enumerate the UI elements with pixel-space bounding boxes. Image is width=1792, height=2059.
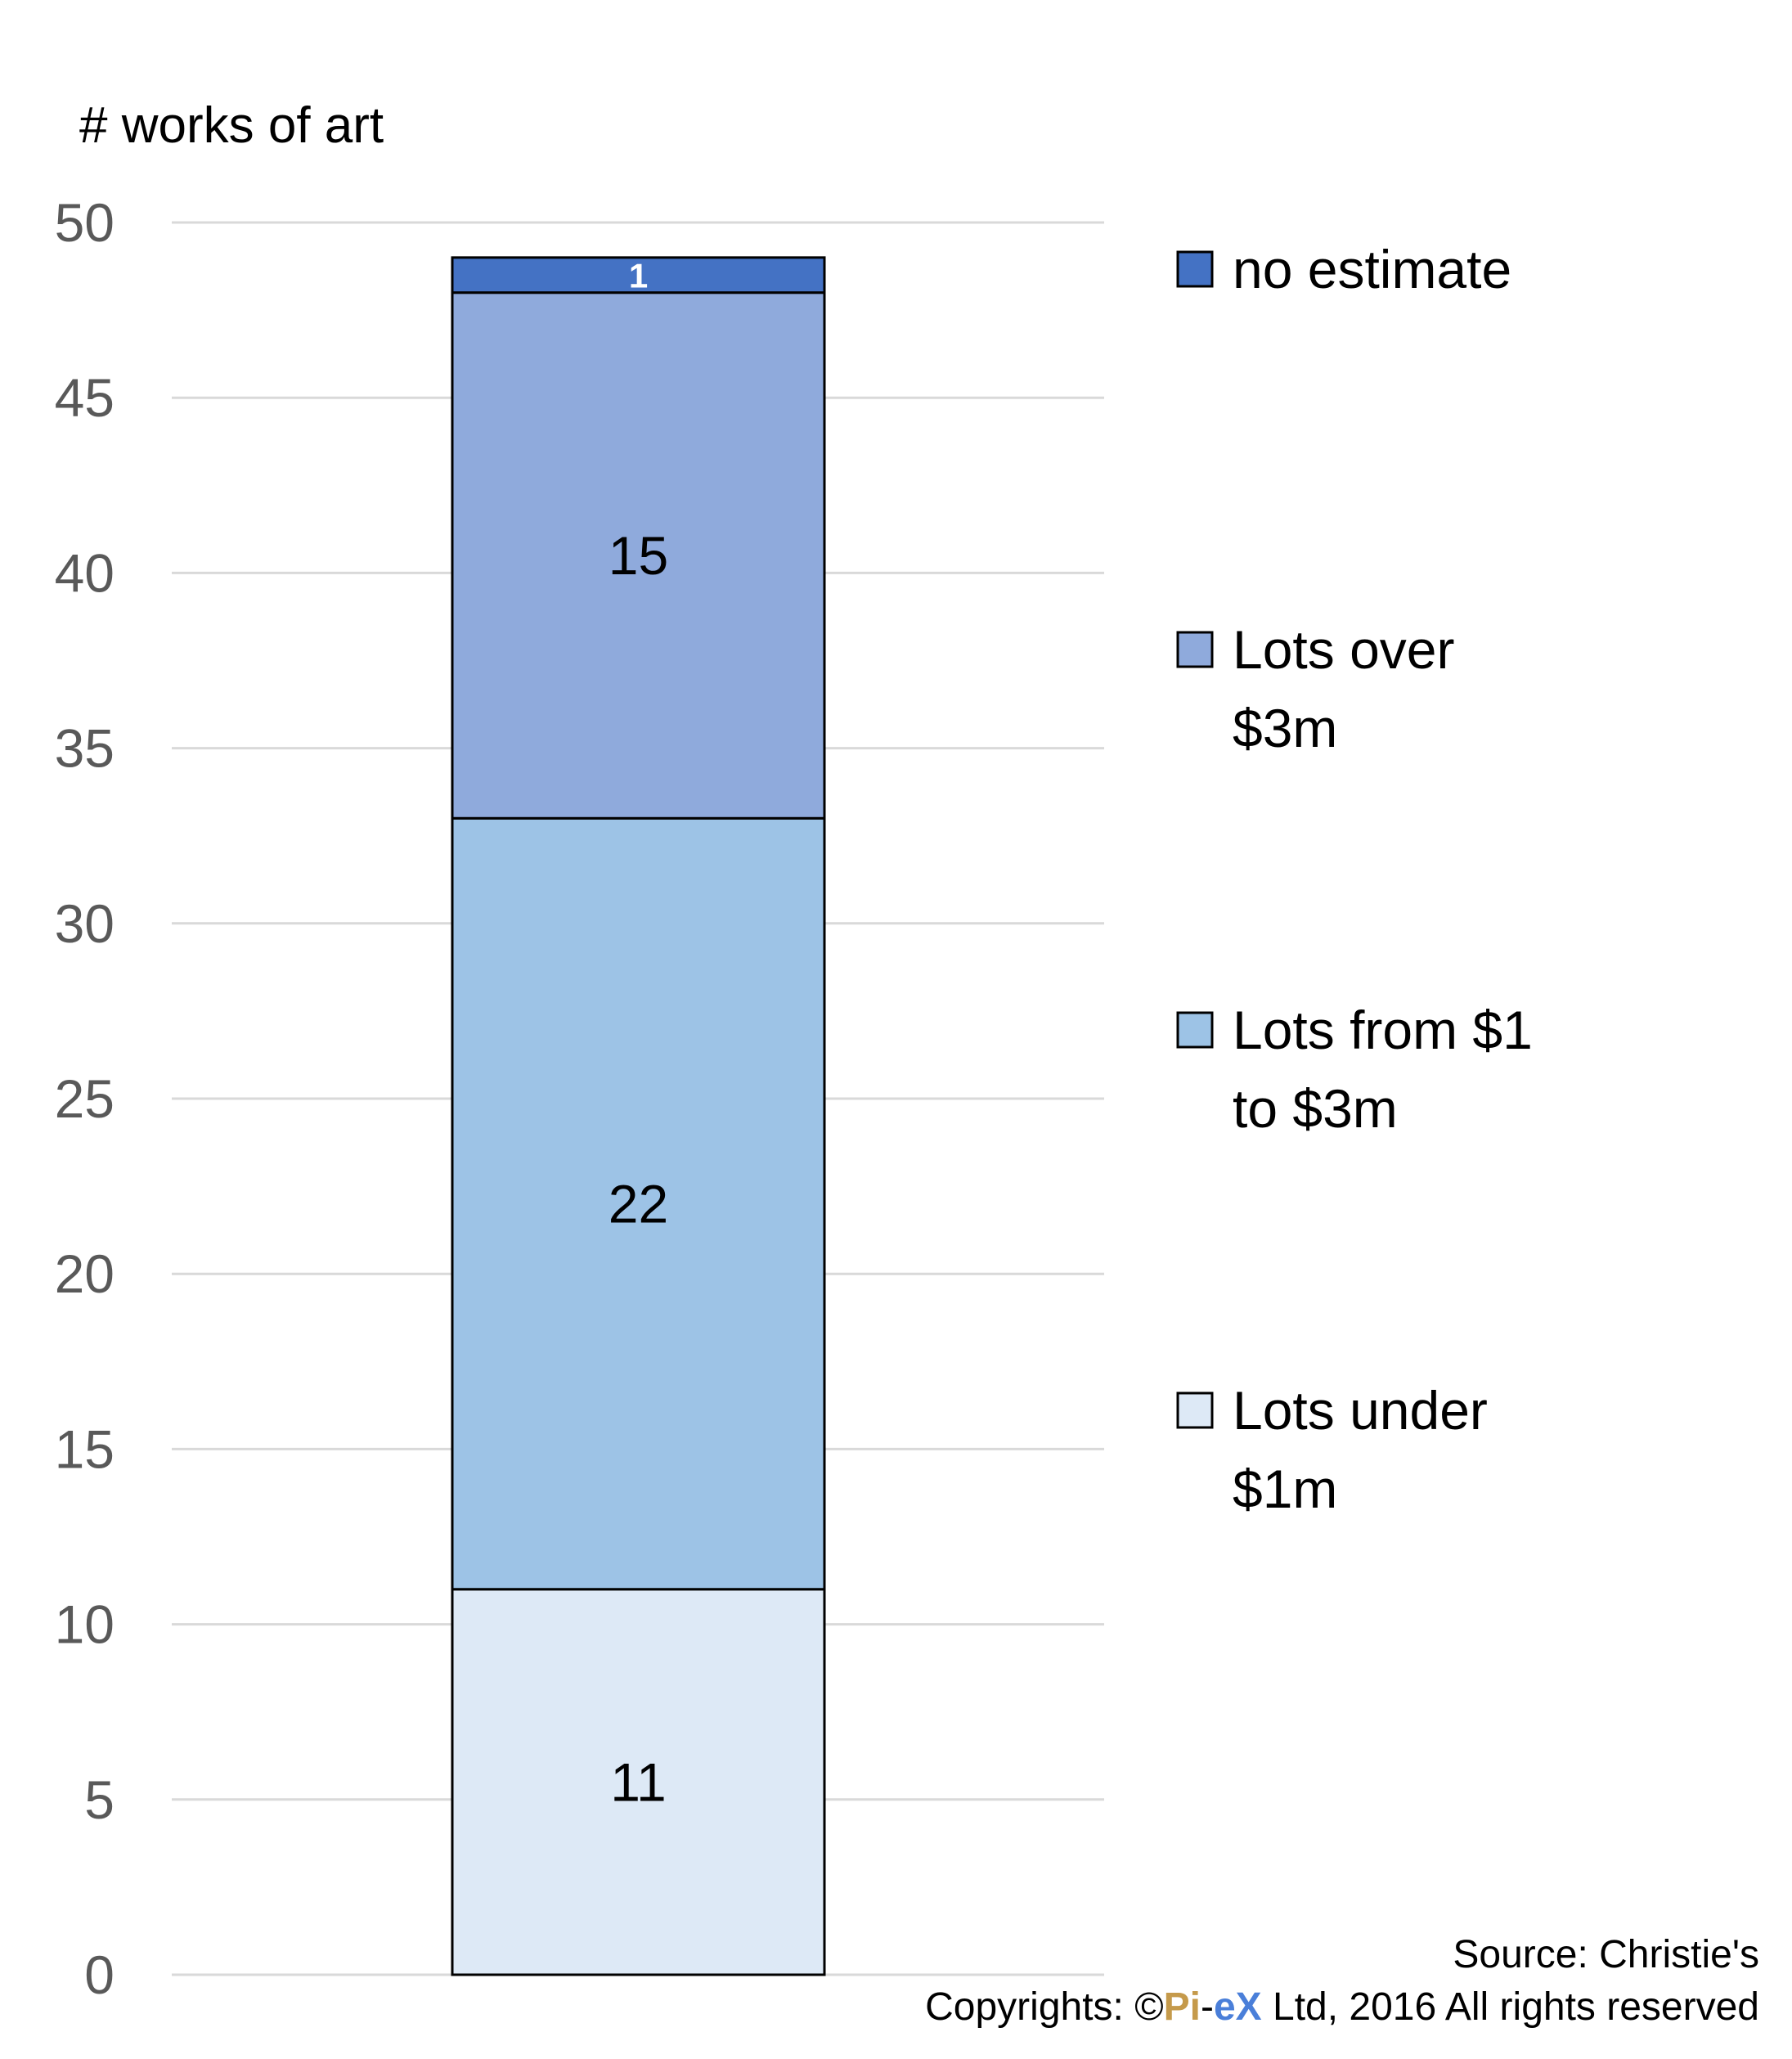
bar-segment bbox=[451, 291, 826, 820]
legend-label: Lots from $1 bbox=[1233, 1000, 1533, 1060]
segment-labels: 11 22 15 1 bbox=[609, 256, 668, 1812]
y-tick-label: 25 bbox=[55, 1068, 115, 1129]
copyright-suffix: Ltd, 2016 All rights reserved bbox=[1261, 1985, 1759, 2029]
segment-value-label: 15 bbox=[609, 525, 668, 586]
bar-segment bbox=[451, 256, 826, 294]
copyright-prefix: Copyrights: © bbox=[925, 1985, 1164, 2029]
y-axis-label: # works of art bbox=[79, 97, 384, 154]
legend-label: to $3m bbox=[1233, 1078, 1398, 1139]
legend-label: Lots under bbox=[1233, 1380, 1488, 1441]
y-axis-ticks: 0 5 10 15 20 25 30 35 40 45 50 bbox=[55, 192, 115, 2005]
legend-swatch bbox=[1176, 1391, 1214, 1429]
brand-pi: Pi bbox=[1163, 1985, 1201, 2029]
y-tick-label: 20 bbox=[55, 1243, 115, 1304]
copyright-note: Copyrights: ©Pi-eX Ltd, 2016 All rights … bbox=[925, 1985, 1759, 2030]
segment-value-label: 11 bbox=[610, 1751, 667, 1812]
legend: no estimate Lots over $3m Lots from $1 to $3… bbox=[1176, 239, 1533, 1519]
legend-label: Lots over bbox=[1233, 619, 1454, 680]
source-note: Source: Christie's bbox=[1453, 1933, 1759, 1976]
y-tick-label: 10 bbox=[55, 1594, 115, 1655]
legend-label: no estimate bbox=[1233, 239, 1511, 299]
bar-segment bbox=[451, 816, 826, 1591]
y-tick-label: 40 bbox=[55, 542, 115, 603]
y-tick-label: 45 bbox=[55, 367, 115, 428]
y-tick-label: 50 bbox=[55, 192, 115, 253]
y-tick-label: 30 bbox=[55, 893, 115, 954]
brand-dash: - bbox=[1200, 1985, 1214, 2029]
legend-label: $3m bbox=[1233, 698, 1337, 758]
brand-ex: eX bbox=[1213, 1985, 1262, 2029]
legend-swatch bbox=[1176, 250, 1214, 288]
legend-swatch bbox=[1176, 1011, 1214, 1049]
y-tick-label: 0 bbox=[84, 1944, 115, 2005]
legend-label: $1m bbox=[1233, 1459, 1337, 1519]
segment-value-label: 1 bbox=[629, 256, 648, 294]
bar-stack bbox=[451, 256, 826, 1976]
segment-value-label: 22 bbox=[609, 1174, 668, 1234]
bar-segment bbox=[451, 1588, 826, 1976]
y-tick-label: 15 bbox=[55, 1418, 115, 1479]
y-tick-label: 5 bbox=[84, 1769, 115, 1830]
y-tick-label: 35 bbox=[55, 718, 115, 779]
legend-swatch bbox=[1176, 631, 1214, 668]
